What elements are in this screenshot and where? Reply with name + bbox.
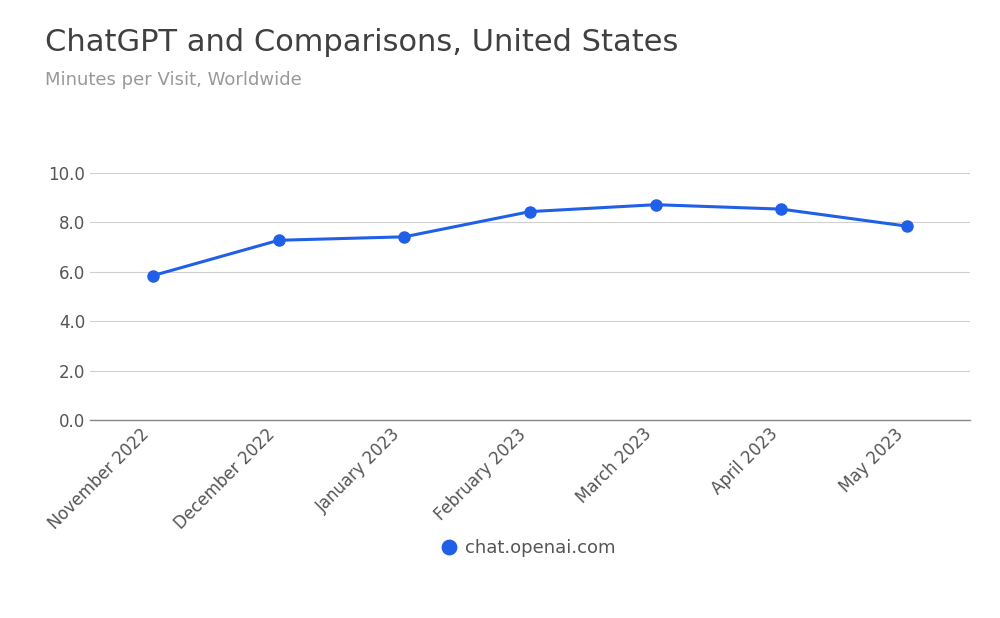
chat.openai.com <box>398 233 410 240</box>
chat.openai.com <box>775 205 787 213</box>
Text: ChatGPT and Comparisons, United States: ChatGPT and Comparisons, United States <box>45 28 678 57</box>
Text: Minutes per Visit, Worldwide: Minutes per Visit, Worldwide <box>45 71 302 89</box>
Line: chat.openai.com: chat.openai.com <box>147 199 913 281</box>
chat.openai.com <box>901 222 913 230</box>
chat.openai.com <box>524 208 536 215</box>
chat.openai.com <box>273 237 285 244</box>
Legend: chat.openai.com: chat.openai.com <box>438 532 622 564</box>
chat.openai.com <box>147 272 159 279</box>
chat.openai.com <box>650 201 662 208</box>
